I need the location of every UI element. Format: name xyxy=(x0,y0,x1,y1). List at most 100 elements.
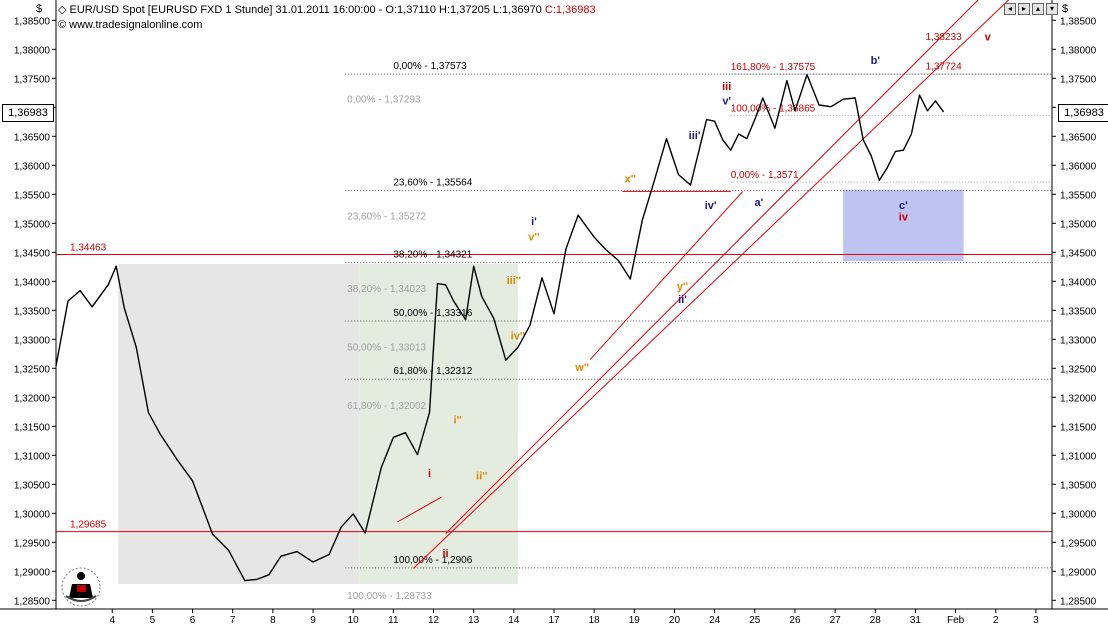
y-tick-label: 1,37500 xyxy=(1060,74,1097,85)
y-tick-label: 1,33000 xyxy=(14,335,51,346)
x-tick-label: 2 xyxy=(993,615,999,626)
y-tick-label: 1,29500 xyxy=(1060,538,1097,549)
x-tick-label: 19 xyxy=(629,615,641,626)
y-tick-label: 1,34500 xyxy=(14,248,51,259)
x-tick-label: 28 xyxy=(870,615,882,626)
chart-title-bar: ◇ EUR/USD Spot [EURUSD FXD 1 Stunde] 31.… xyxy=(58,3,596,16)
fib-label: 61,80% - 1,32312 xyxy=(393,366,472,377)
window-controls: ◂ ▸ ▴ ▾ xyxy=(1004,3,1058,15)
support-label: 1,34463 xyxy=(70,242,107,253)
y-tick-label: 1,36500 xyxy=(1060,132,1097,143)
y-tick-label: 1,34000 xyxy=(1060,277,1097,288)
x-tick-label: 12 xyxy=(428,615,440,626)
wave-label: iv xyxy=(899,211,909,223)
wave-label: v xyxy=(985,32,992,44)
price-series xyxy=(55,74,945,582)
y-tick-label: 1,31000 xyxy=(1060,451,1097,462)
y-tick-label: 1,37500 xyxy=(14,74,51,85)
x-tick-label: 4 xyxy=(109,615,115,626)
x-tick-label: 10 xyxy=(348,615,360,626)
y-tick-label: 1,33500 xyxy=(14,306,51,317)
y-tick-label: 1,28500 xyxy=(14,596,51,607)
x-tick-label: 5 xyxy=(150,615,156,626)
y-tick-label: 1,35500 xyxy=(14,190,51,201)
wave-label: a' xyxy=(754,197,763,209)
chart-title: EUR/USD Spot [EURUSD FXD 1 Stunde] 31.01… xyxy=(69,4,542,16)
x-tick-label: 13 xyxy=(468,615,480,626)
trendline xyxy=(589,191,744,360)
x-tick-label: 9 xyxy=(310,615,316,626)
x-tick-label: 26 xyxy=(789,615,801,626)
wave-label: i'' xyxy=(453,414,462,426)
y-tick-label: 1,28500 xyxy=(1060,596,1097,607)
wave-label: v'' xyxy=(528,232,540,244)
y-tick-label: 1,31500 xyxy=(1060,422,1097,433)
y-tick-label: 1,38500 xyxy=(14,16,51,27)
y-tick-label: 1,30500 xyxy=(1060,480,1097,491)
arrow-left-icon[interactable]: ◂ xyxy=(1004,3,1016,15)
wave-label: c' xyxy=(899,200,908,212)
target-label: 1,37724 xyxy=(925,61,962,72)
y-tick-label: 1,36000 xyxy=(1060,161,1097,172)
source-label: © www.tradesignalonline.com xyxy=(58,19,203,31)
arrow-right-icon[interactable]: ▸ xyxy=(1018,3,1030,15)
fib-label-grey: 0,00% - 1,37293 xyxy=(347,94,421,105)
fib-label-grey: 38,20% - 1,34023 xyxy=(347,284,426,295)
x-tick-label: 6 xyxy=(190,615,196,626)
wave-label: i' xyxy=(531,216,537,228)
logo-icon xyxy=(60,566,102,608)
current-price-left: 1,36983 xyxy=(2,104,54,122)
left-axis-unit: $ xyxy=(36,3,43,15)
close-price: C:1,36983 xyxy=(544,4,596,16)
fib-label: 0,00% - 1,37573 xyxy=(393,61,467,72)
y-tick-label: 1,29000 xyxy=(14,567,51,578)
wave-label: i xyxy=(428,468,431,480)
wave-label: ii'' xyxy=(476,471,488,483)
trendline xyxy=(413,0,1010,569)
y-tick-label: 1,38000 xyxy=(1060,45,1097,56)
y-tick-label: 1,32500 xyxy=(1060,364,1097,375)
wave-label: y'' xyxy=(677,281,689,293)
y-tick-label: 1,38500 xyxy=(1060,16,1097,27)
wave-label: iv' xyxy=(705,200,717,212)
extension-label: 100,00% - 1,36865 xyxy=(731,103,816,114)
target-label: 1,38233 xyxy=(925,32,962,43)
fib-label-grey: 50,00% - 1,33013 xyxy=(347,343,426,354)
arrow-up-icon[interactable]: ▴ xyxy=(1032,3,1044,15)
collapse-icon[interactable]: ◇ xyxy=(58,4,67,16)
current-price-right: 1,36983 xyxy=(1058,104,1108,122)
extension-label: 0,00% - 1,3571 xyxy=(731,170,799,181)
fib-label: 23,60% - 1,35564 xyxy=(393,178,472,189)
x-tick-label: 7 xyxy=(230,615,236,626)
y-tick-label: 1,30000 xyxy=(14,509,51,520)
wave-label: v' xyxy=(722,95,731,107)
fib-label: 50,00% - 1,33316 xyxy=(393,308,472,319)
wave-label: ii' xyxy=(678,294,687,306)
y-tick-label: 1,30000 xyxy=(1060,509,1097,520)
fib-label-grey: 100,00% - 1,28733 xyxy=(347,591,432,602)
arrow-down-icon[interactable]: ▾ xyxy=(1046,3,1058,15)
x-tick-label: 11 xyxy=(388,615,399,626)
x-tick-label: 25 xyxy=(749,615,761,626)
y-tick-label: 1,33000 xyxy=(1060,335,1097,346)
y-tick-label: 1,35000 xyxy=(1060,219,1097,230)
trendline xyxy=(397,496,442,523)
y-tick-label: 1,36500 xyxy=(14,132,51,143)
wave-label: iii' xyxy=(689,130,701,142)
wave-label: ii xyxy=(443,548,449,560)
y-tick-label: 1,30500 xyxy=(14,480,51,491)
y-tick-label: 1,38000 xyxy=(14,45,51,56)
x-tick-label: 31 xyxy=(910,615,922,626)
wave-label: w'' xyxy=(574,362,589,374)
y-tick-label: 1,32000 xyxy=(14,393,51,404)
x-tick-label: 14 xyxy=(508,615,520,626)
wave-label: b' xyxy=(871,55,881,67)
y-tick-label: 1,34500 xyxy=(1060,248,1097,259)
x-tick-label: 8 xyxy=(270,615,276,626)
x-tick-label: 20 xyxy=(669,615,681,626)
y-tick-label: 1,29000 xyxy=(1060,567,1097,578)
wave-label: iii xyxy=(722,81,731,93)
extension-label: 161,80% - 1,37575 xyxy=(731,62,816,73)
fib-label-grey: 23,60% - 1,35272 xyxy=(347,212,426,223)
support-label: 1,29685 xyxy=(70,520,107,531)
